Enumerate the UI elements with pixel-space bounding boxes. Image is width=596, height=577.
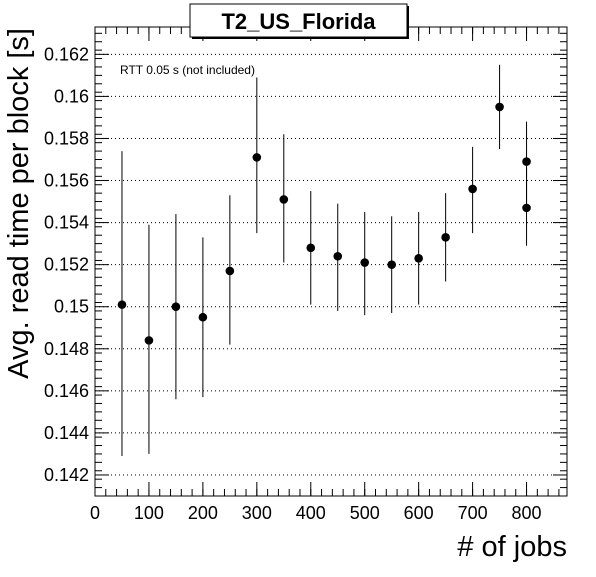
x-tick-label: 800 xyxy=(512,503,542,523)
data-point xyxy=(414,254,423,263)
data-point xyxy=(279,195,289,204)
x-axis-title: # of jobs xyxy=(457,531,567,563)
y-tick-label: 0.144 xyxy=(44,423,89,443)
data-point xyxy=(198,312,208,322)
data-point xyxy=(441,233,450,242)
data-point xyxy=(387,260,396,269)
x-tick-label: 100 xyxy=(134,503,164,523)
data-point xyxy=(522,157,531,166)
grid-layer xyxy=(95,53,567,476)
x-tick-label: 200 xyxy=(188,503,218,523)
data-point xyxy=(333,251,343,261)
data-point xyxy=(468,184,477,194)
data-point xyxy=(360,258,370,267)
y-tick-label: 0.152 xyxy=(44,255,89,275)
y-tick-label: 0.156 xyxy=(44,171,89,191)
chart-annotation: RTT 0.05 s (not included) xyxy=(120,63,255,77)
chart-title: T2_US_Florida xyxy=(221,9,376,34)
y-tick-label: 0.142 xyxy=(44,465,89,485)
x-tick-label: 600 xyxy=(404,503,434,523)
data-point xyxy=(117,300,127,309)
x-tick-label: 700 xyxy=(458,503,488,523)
data-point xyxy=(144,336,154,345)
data-point xyxy=(306,243,316,253)
x-tick-label: 400 xyxy=(296,503,326,523)
y-tick-label: 0.15 xyxy=(54,297,89,317)
x-tick-label: 500 xyxy=(350,503,380,523)
plot-frame xyxy=(94,26,568,497)
data-point xyxy=(495,102,504,112)
data-layer xyxy=(117,64,531,457)
y-tick-label: 0.154 xyxy=(44,213,89,233)
x-tick-label: 0 xyxy=(90,503,100,523)
data-point xyxy=(252,153,262,162)
data-point xyxy=(522,203,531,213)
y-axis-title: Avg. read time per block [s] xyxy=(3,28,35,379)
y-tick-label: 0.146 xyxy=(44,381,89,401)
title-box-frame xyxy=(189,3,408,38)
y-tick-label: 0.162 xyxy=(44,44,89,64)
x-tick-label: 300 xyxy=(242,503,272,523)
data-point xyxy=(225,266,235,276)
title-box: T2_US_Florida xyxy=(189,3,409,39)
y-tick-label: 0.148 xyxy=(44,339,89,359)
y-tick-label: 0.158 xyxy=(44,128,89,148)
data-point xyxy=(171,302,181,312)
y-tick-label: 0.16 xyxy=(54,86,89,106)
label-layer: 0.142 0.144 0.146 0.148 0.15 0.152 0.154 0.156 0… xyxy=(44,44,542,523)
tick-layer xyxy=(94,27,567,497)
